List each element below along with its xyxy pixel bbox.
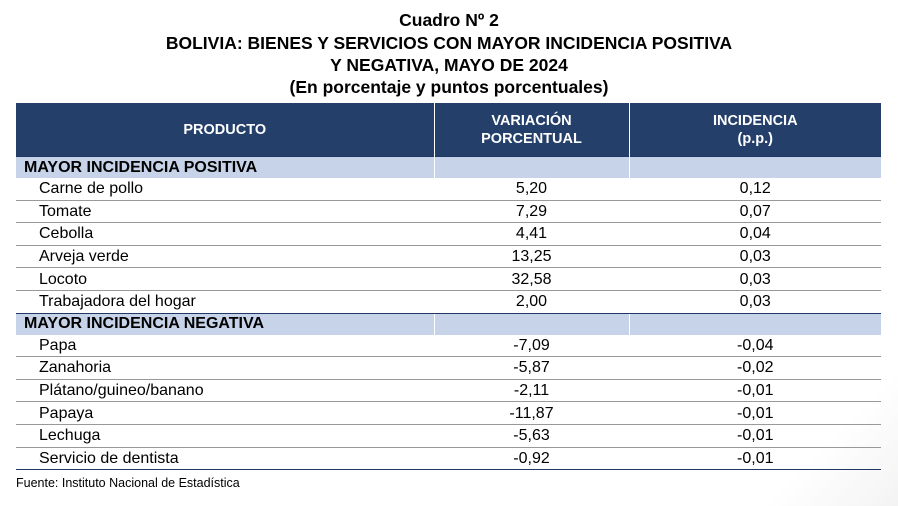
variation-cell: -5,87 bbox=[433, 356, 629, 380]
table-body: MAYOR INCIDENCIA POSITIVA Carne de pollo 5… bbox=[16, 156, 881, 471]
incidence-cell: 0,07 bbox=[628, 200, 881, 224]
table-row: Zanahoria -5,87 -0,02 bbox=[16, 356, 881, 380]
header-incidence: INCIDENCIA (p.p.) bbox=[628, 103, 881, 157]
header-variation-line2: PORCENTUAL bbox=[481, 130, 582, 147]
product-cell: Arveja verde bbox=[16, 245, 434, 269]
table-row: Servicio de dentista -0,92 -0,01 bbox=[16, 447, 881, 471]
product-cell: Locoto bbox=[16, 267, 434, 291]
product-cell: Lechuga bbox=[16, 424, 434, 448]
product-cell: Carne de pollo bbox=[16, 178, 434, 201]
incidence-cell: -0,02 bbox=[628, 356, 881, 380]
variation-cell: -5,63 bbox=[433, 424, 629, 448]
incidence-cell: 0,12 bbox=[628, 178, 881, 201]
header-incidence-line1: INCIDENCIA bbox=[712, 112, 798, 129]
table-row: Arveja verde 13,25 0,03 bbox=[16, 245, 881, 269]
product-cell: Plátano/guineo/banano bbox=[16, 379, 434, 403]
title-main: BOLIVIA: BIENES Y SERVICIOS CON MAYOR IN… bbox=[165, 33, 733, 53]
variation-cell: -0,92 bbox=[433, 447, 629, 471]
incidence-cell: 0,03 bbox=[628, 290, 881, 314]
title-number: Cuadro Nº 2 bbox=[399, 10, 499, 30]
header-incidence-line2: (p.p.) bbox=[737, 130, 773, 147]
section-row: MAYOR INCIDENCIA NEGATIVA bbox=[16, 312, 881, 335]
variation-cell: 2,00 bbox=[433, 290, 629, 314]
section-empty-cell bbox=[628, 312, 881, 335]
product-cell: Cebolla bbox=[16, 222, 434, 246]
source-note: Fuente: Instituto Nacional de Estadístic… bbox=[16, 476, 240, 490]
product-cell: Papa bbox=[16, 334, 434, 358]
incidence-cell: 0,03 bbox=[628, 267, 881, 291]
title-main-cont: Y NEGATIVA, MAYO DE 2024 bbox=[330, 55, 568, 75]
variation-cell: -7,09 bbox=[433, 334, 629, 358]
section-label: MAYOR INCIDENCIA POSITIVA bbox=[16, 156, 434, 178]
table-row: Cebolla 4,41 0,04 bbox=[16, 222, 881, 246]
header-product: PRODUCTO bbox=[16, 103, 434, 157]
table-title: Cuadro Nº 2 BOLIVIA: BIENES Y SERVICIOS … bbox=[0, 8, 898, 98]
incidence-cell: -0,01 bbox=[628, 379, 881, 403]
product-cell: Trabajadora del hogar bbox=[16, 290, 434, 314]
incidence-cell: -0,01 bbox=[628, 401, 881, 425]
incidence-cell: -0,01 bbox=[628, 447, 881, 471]
section-label: MAYOR INCIDENCIA NEGATIVA bbox=[16, 312, 434, 335]
section-empty-cell bbox=[433, 312, 629, 335]
title-units: (En porcentaje y puntos porcentuales) bbox=[289, 77, 609, 97]
table-row: Carne de pollo 5,20 0,12 bbox=[16, 178, 881, 201]
header-variation: VARIACIÓN PORCENTUAL bbox=[433, 103, 629, 157]
incidence-table: PRODUCTO VARIACIÓN PORCENTUAL INCIDENCIA… bbox=[16, 103, 881, 471]
table-header-row: PRODUCTO VARIACIÓN PORCENTUAL INCIDENCIA… bbox=[16, 103, 881, 157]
variation-cell: 5,20 bbox=[433, 178, 629, 201]
table-row: Trabajadora del hogar 2,00 0,03 bbox=[16, 290, 881, 314]
section-row: MAYOR INCIDENCIA POSITIVA bbox=[16, 156, 881, 178]
product-cell: Zanahoria bbox=[16, 356, 434, 380]
variation-cell: 32,58 bbox=[433, 267, 629, 291]
table-row: Papa -7,09 -0,04 bbox=[16, 334, 881, 358]
variation-cell: 13,25 bbox=[433, 245, 629, 269]
variation-cell: -2,11 bbox=[433, 379, 629, 403]
variation-cell: -11,87 bbox=[433, 401, 629, 425]
variation-cell: 7,29 bbox=[433, 200, 629, 224]
variation-cell: 4,41 bbox=[433, 222, 629, 246]
table-row: Lechuga -5,63 -0,01 bbox=[16, 424, 881, 448]
section-empty-cell bbox=[433, 156, 629, 178]
incidence-cell: -0,04 bbox=[628, 334, 881, 358]
section-empty-cell bbox=[628, 156, 881, 178]
product-cell: Tomate bbox=[16, 200, 434, 224]
header-variation-line1: VARIACIÓN bbox=[491, 112, 572, 129]
table-row: Locoto 32,58 0,03 bbox=[16, 267, 881, 291]
table-row: Papaya -11,87 -0,01 bbox=[16, 401, 881, 425]
product-cell: Servicio de dentista bbox=[16, 447, 434, 471]
table-row: Plátano/guineo/banano -2,11 -0,01 bbox=[16, 379, 881, 403]
incidence-cell: 0,03 bbox=[628, 245, 881, 269]
incidence-cell: 0,04 bbox=[628, 222, 881, 246]
table-row: Tomate 7,29 0,07 bbox=[16, 200, 881, 224]
incidence-cell: -0,01 bbox=[628, 424, 881, 448]
product-cell: Papaya bbox=[16, 401, 434, 425]
